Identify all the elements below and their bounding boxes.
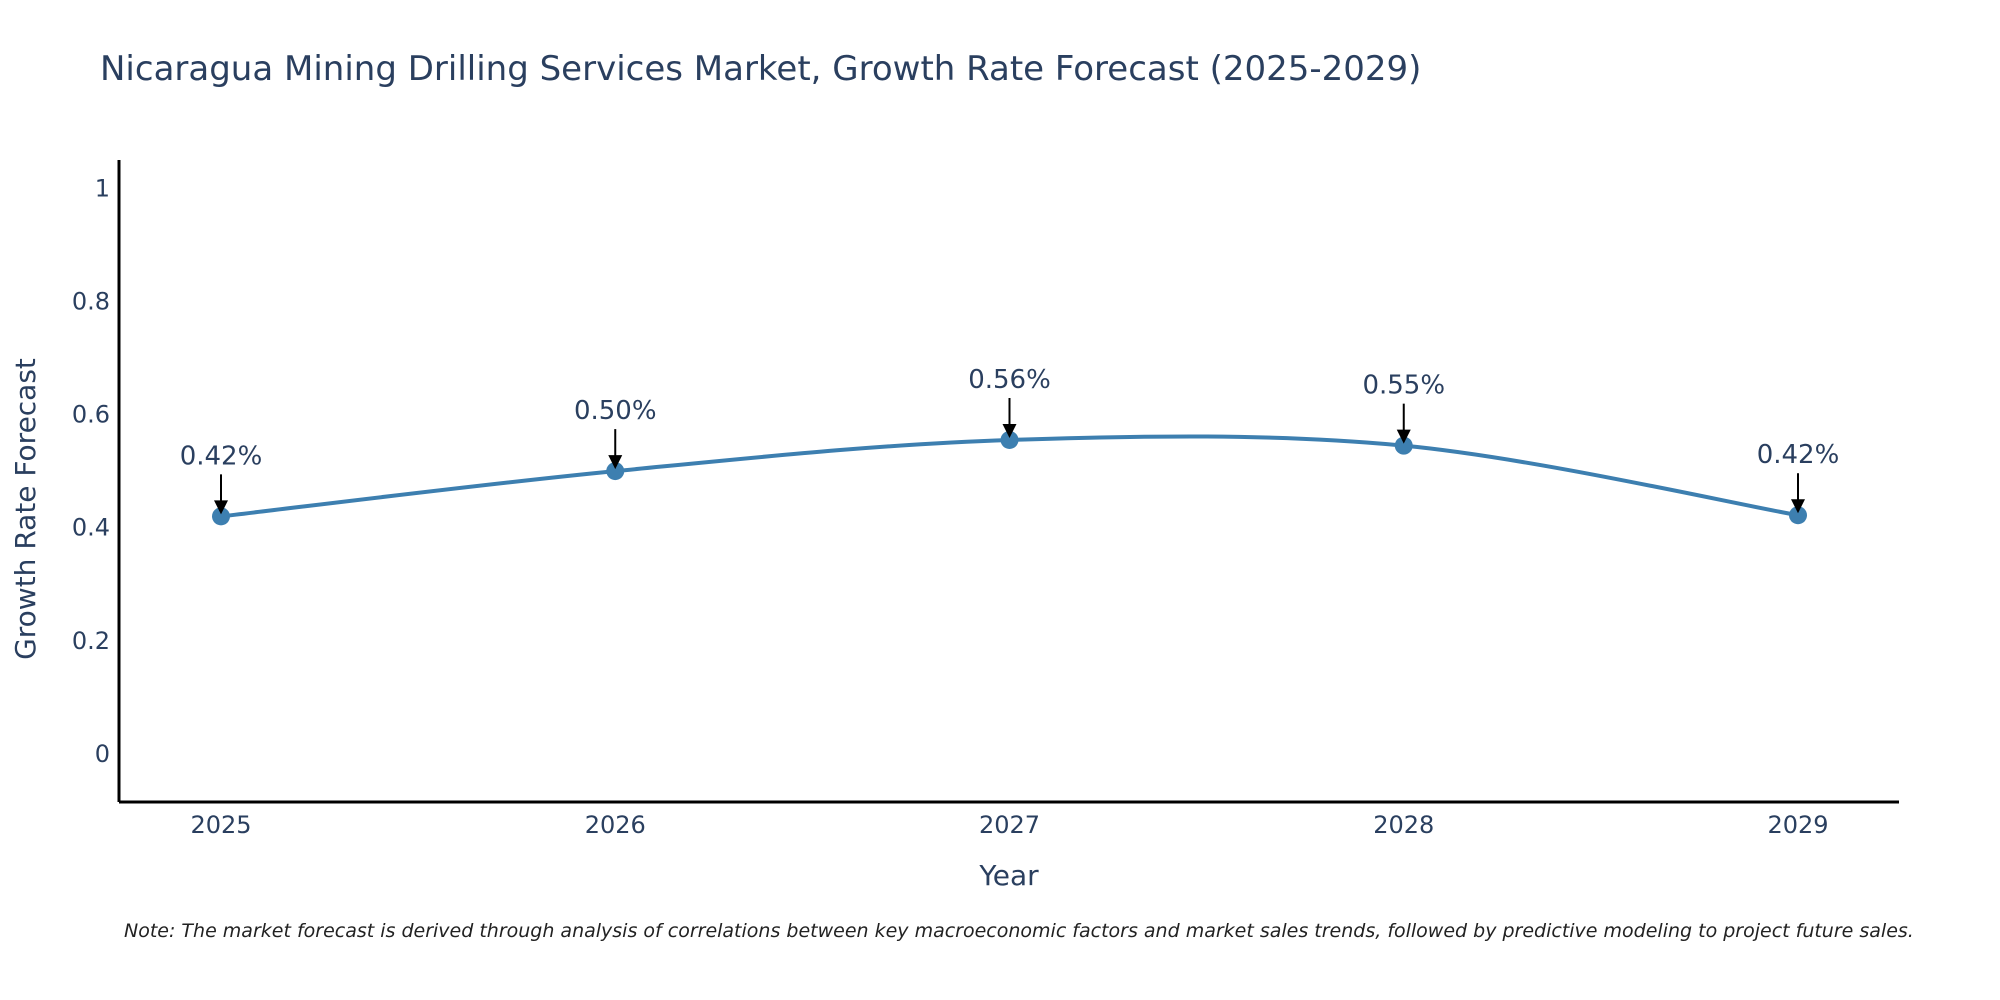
y-axis-title: Growth Rate Forecast xyxy=(9,358,42,660)
data-label: 0.42% xyxy=(180,441,263,471)
y-axis-ticks: 0 0.2 0.4 0.6 0.8 1 xyxy=(72,174,110,768)
data-point xyxy=(606,462,625,481)
data-annotations: 0.42% 0.50% 0.56% 0.55% 0.42% xyxy=(180,365,1840,515)
data-point xyxy=(1394,436,1413,455)
data-point xyxy=(212,507,230,526)
annotation-arrow-head xyxy=(608,455,623,470)
x-tick-label: 2025 xyxy=(190,811,251,839)
y-tick-label: 1 xyxy=(95,174,110,202)
annotation-arrow-head xyxy=(1002,423,1017,438)
x-axis-ticks: 2025 2026 2027 2028 2029 xyxy=(190,811,1828,839)
y-tick-label: 0.6 xyxy=(72,401,110,429)
data-label: 0.50% xyxy=(574,396,657,426)
y-tick-label: 0.4 xyxy=(72,514,110,542)
chart-title: Nicaragua Mining Drilling Services Marke… xyxy=(100,49,1421,89)
x-tick-label: 2029 xyxy=(1767,811,1828,839)
x-tick-label: 2027 xyxy=(979,811,1040,839)
x-tick-label: 2026 xyxy=(585,811,646,839)
data-label: 0.42% xyxy=(1757,440,1840,470)
annotation-arrow-head xyxy=(1791,499,1805,514)
x-axis-title: Year xyxy=(978,859,1039,892)
y-tick-label: 0.8 xyxy=(72,287,110,315)
y-tick-label: 0.2 xyxy=(72,627,110,655)
annotation-arrow-head xyxy=(1396,429,1411,444)
data-label: 0.56% xyxy=(968,365,1051,395)
annotation-arrow-head xyxy=(214,500,228,515)
data-point xyxy=(1000,430,1019,449)
data-markers xyxy=(212,430,1807,526)
footnote: Note: The market forecast is derived thr… xyxy=(124,920,1914,942)
x-tick-label: 2028 xyxy=(1373,811,1434,839)
data-point xyxy=(1789,506,1807,525)
y-tick-label: 0 xyxy=(95,740,110,768)
data-label: 0.55% xyxy=(1362,371,1445,401)
